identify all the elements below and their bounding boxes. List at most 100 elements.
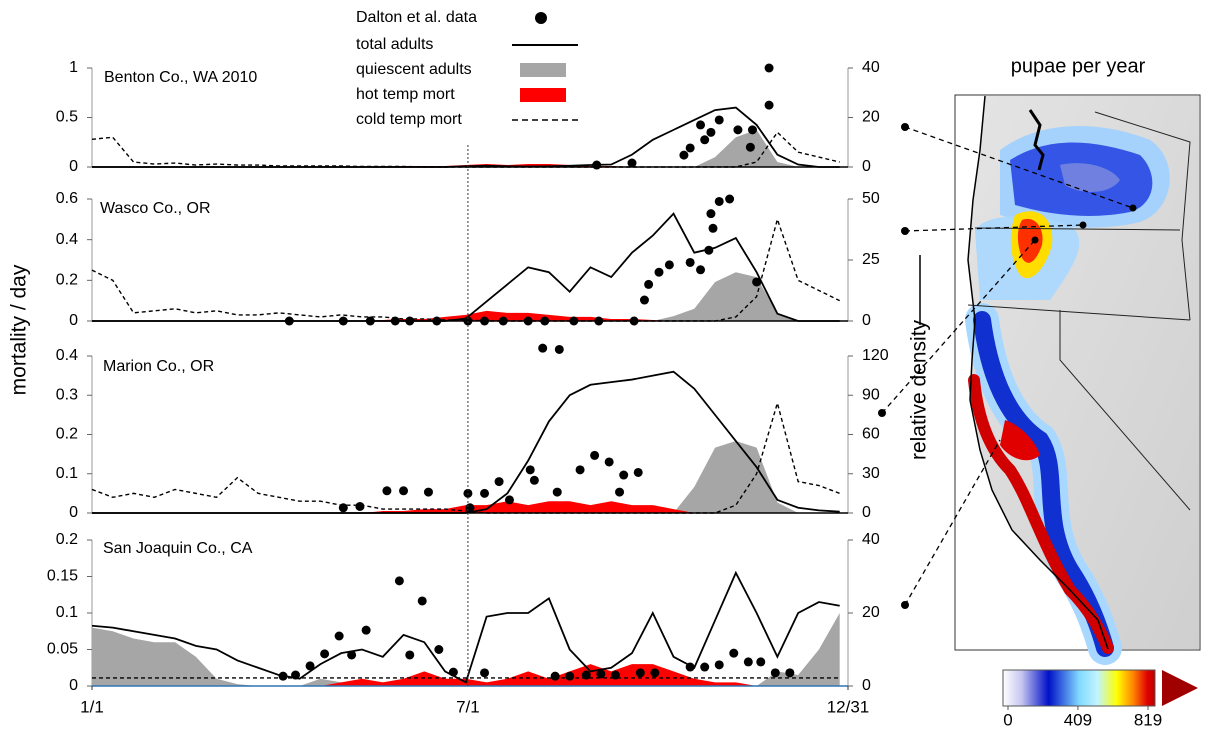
dalton-point <box>538 343 548 353</box>
dalton-point <box>592 160 602 170</box>
dalton-point <box>423 487 433 497</box>
dalton-point <box>550 671 560 681</box>
dalton-point <box>305 661 315 671</box>
y2-tick-label: 60 <box>862 426 880 443</box>
colorbar-tick-label: 409 <box>1064 710 1092 729</box>
dalton-point <box>654 267 664 277</box>
y2-tick-label: 0 <box>862 504 871 521</box>
dalton-point <box>700 662 710 672</box>
map <box>954 94 1201 665</box>
dalton-point <box>361 625 371 635</box>
dalton-point <box>355 501 365 511</box>
dalton-point <box>714 660 724 670</box>
y2-tick-label: 25 <box>862 251 880 268</box>
dalton-point <box>639 295 649 305</box>
x-tick-label: 1/1 <box>80 697 104 716</box>
legend-label: hot temp mort <box>356 86 455 103</box>
dalton-point <box>704 245 714 255</box>
y-tick-label: 0.2 <box>56 426 78 443</box>
dalton-point <box>590 450 600 460</box>
dalton-point <box>714 196 724 206</box>
dalton-point <box>610 670 620 680</box>
area <box>92 272 840 321</box>
dalton-point <box>706 209 716 219</box>
y2-tick-label: 90 <box>862 386 880 403</box>
legend-label: Dalton et al. data <box>356 9 477 26</box>
dalton-point <box>320 649 330 659</box>
y-tick-label: 0.6 <box>56 190 78 207</box>
dalton-point <box>434 645 444 654</box>
legend-label: cold temp mort <box>356 111 462 128</box>
dalton-point <box>685 143 695 153</box>
dalton-point <box>554 344 564 354</box>
dalton-point <box>708 223 718 233</box>
y2-tick-label: 30 <box>862 465 880 482</box>
connectors <box>881 126 1134 606</box>
x-tick-label: 7/1 <box>456 697 480 716</box>
dalton-point <box>700 135 710 145</box>
panel-title: San Joaquin Co., CA <box>103 540 253 557</box>
y2-tick-label: 120 <box>862 347 889 364</box>
y-tick-label: 0 <box>69 158 78 175</box>
dalton-point <box>405 650 415 660</box>
y-tick-label: 0.2 <box>56 531 78 548</box>
y-tick-label: 0.2 <box>56 272 78 289</box>
dalton-point <box>650 668 660 678</box>
dalton-point <box>604 457 614 467</box>
dalton-point <box>278 671 288 681</box>
y-tick-label: 0.1 <box>56 465 78 482</box>
dalton-point <box>635 668 645 678</box>
y2-tick-label: 0 <box>862 158 871 175</box>
y-tick-label: 0 <box>69 312 78 329</box>
dalton-point <box>756 657 766 667</box>
dalton-point <box>729 648 739 658</box>
dalton-point <box>743 657 753 667</box>
y-tick-label: 0.3 <box>56 386 78 403</box>
y2-tick-label: 0 <box>862 677 871 694</box>
y-tick-label: 0.4 <box>56 347 78 364</box>
dalton-point <box>685 257 695 267</box>
y-axis-title: mortality / day <box>8 264 31 395</box>
dalton-point <box>664 260 674 270</box>
dalton-point <box>480 668 490 678</box>
dalton-point <box>706 127 716 137</box>
dalton-point <box>627 158 637 168</box>
dalton-point <box>764 63 774 73</box>
dalton-point <box>334 631 344 641</box>
dalton-point <box>529 475 539 485</box>
total-adults-line <box>91 570 840 684</box>
area <box>92 613 840 686</box>
connector-dots <box>878 123 1137 609</box>
dalton-point <box>725 194 735 204</box>
legend-symbol <box>520 63 566 77</box>
legend-label: total adults <box>356 36 433 53</box>
dalton-point <box>394 576 404 586</box>
dalton-point <box>504 495 514 505</box>
dalton-point <box>347 650 357 660</box>
y2-tick-label: 40 <box>862 59 880 76</box>
dalton-point <box>752 277 762 287</box>
dalton-point <box>525 465 535 475</box>
cold-mort-line <box>91 400 840 514</box>
colorbar-tick-label: 819 <box>1134 710 1162 729</box>
dalton-point <box>494 477 504 487</box>
dalton-point <box>747 125 757 135</box>
y2-tick-label: 20 <box>862 604 880 621</box>
area <box>92 129 840 167</box>
colorbar <box>1002 669 1156 707</box>
dalton-point <box>480 488 490 498</box>
dalton-point <box>696 265 706 275</box>
legend-symbol <box>535 12 547 24</box>
legend-symbol <box>520 88 566 102</box>
y-tick-label: 0.1 <box>56 604 78 621</box>
y2-axis-title: relative density <box>908 319 931 460</box>
dalton-point <box>581 670 591 680</box>
dalton-point <box>615 487 625 497</box>
dalton-point <box>644 279 654 289</box>
y-tick-label: 0.4 <box>56 231 78 248</box>
dalton-point <box>382 486 392 496</box>
y-tick-label: 0.15 <box>47 568 78 585</box>
dalton-point <box>417 596 427 606</box>
